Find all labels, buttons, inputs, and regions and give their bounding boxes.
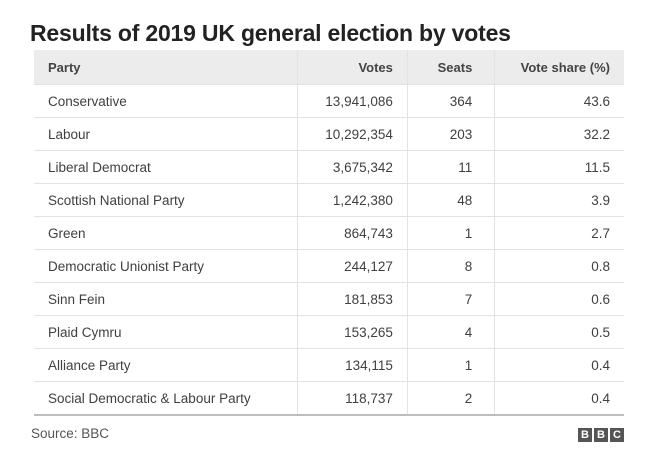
- table-row: Democratic Unionist Party 244,127 8 0.8: [34, 249, 624, 283]
- cell-seats: 2: [407, 381, 496, 416]
- cell-votes: 153,265: [297, 315, 408, 349]
- bbc-logo-letter: B: [578, 428, 592, 442]
- table-row: Plaid Cymru 153,265 4 0.5: [34, 315, 624, 349]
- table-row: Alliance Party 134,115 1 0.4: [34, 348, 624, 382]
- header-row: Party Votes Seats Vote share (%): [34, 50, 624, 85]
- bbc-logo-letter: C: [610, 428, 624, 442]
- cell-votes: 244,127: [297, 249, 408, 283]
- cell-votes: 181,853: [297, 282, 408, 316]
- cell-party: Plaid Cymru: [34, 315, 299, 349]
- cell-seats: 203: [407, 117, 496, 151]
- cell-seats: 8: [407, 249, 496, 283]
- bbc-logo: B B C: [578, 428, 624, 442]
- cell-votes: 10,292,354: [297, 117, 408, 151]
- cell-vote-share: 0.5: [494, 315, 624, 349]
- column-header-seats: Seats: [407, 50, 496, 85]
- cell-seats: 1: [407, 348, 496, 382]
- column-header-party: Party: [34, 50, 299, 85]
- results-table: Party Votes Seats Vote share (%) Conserv…: [34, 50, 624, 416]
- cell-seats: 4: [407, 315, 496, 349]
- cell-party: Democratic Unionist Party: [34, 249, 299, 283]
- cell-votes: 118,737: [297, 381, 408, 416]
- cell-party: Sinn Fein: [34, 282, 299, 316]
- table-row: Scottish National Party 1,242,380 48 3.9: [34, 183, 624, 217]
- table-body: Conservative 13,941,086 364 43.6 Labour 10,29…: [34, 84, 624, 416]
- cell-votes: 134,115: [297, 348, 408, 382]
- column-header-votes: Votes: [297, 50, 408, 85]
- table-row: Conservative 13,941,086 364 43.6: [34, 84, 624, 118]
- table-row: Social Democratic & Labour Party 118,737 2…: [34, 381, 624, 416]
- cell-seats: 364: [407, 84, 496, 118]
- cell-vote-share: 0.4: [494, 348, 624, 382]
- cell-party: Labour: [34, 117, 299, 151]
- cell-vote-share: 0.4: [494, 381, 624, 416]
- cell-seats: 48: [407, 183, 496, 217]
- cell-party: Social Democratic & Labour Party: [34, 381, 299, 416]
- cell-seats: 1: [407, 216, 496, 250]
- cell-vote-share: 32.2: [494, 117, 624, 151]
- table-row: Green 864,743 1 2.7: [34, 216, 624, 250]
- cell-vote-share: 3.9: [494, 183, 624, 217]
- cell-party: Green: [34, 216, 299, 250]
- cell-vote-share: 2.7: [494, 216, 624, 250]
- cell-vote-share: 0.8: [494, 249, 624, 283]
- table-row: Labour 10,292,354 203 32.2: [34, 117, 624, 151]
- cell-vote-share: 43.6: [494, 84, 624, 118]
- bbc-logo-letter: B: [594, 428, 608, 442]
- cell-votes: 864,743: [297, 216, 408, 250]
- table-row: Sinn Fein 181,853 7 0.6: [34, 282, 624, 316]
- cell-votes: 13,941,086: [297, 84, 408, 118]
- source-note: Source: BBC: [31, 426, 110, 441]
- cell-seats: 7: [407, 282, 496, 316]
- column-header-vote-share: Vote share (%): [494, 50, 624, 85]
- chart-title: Results of 2019 UK general election by v…: [30, 20, 511, 46]
- cell-seats: 11: [407, 150, 496, 184]
- cell-party: Scottish National Party: [34, 183, 299, 217]
- cell-vote-share: 0.6: [494, 282, 624, 316]
- cell-votes: 3,675,342: [297, 150, 408, 184]
- cell-vote-share: 11.5: [494, 150, 624, 184]
- table-row: Liberal Democrat 3,675,342 11 11.5: [34, 150, 624, 184]
- cell-party: Alliance Party: [34, 348, 299, 382]
- cell-votes: 1,242,380: [297, 183, 408, 217]
- cell-party: Liberal Democrat: [34, 150, 299, 184]
- cell-party: Conservative: [34, 84, 299, 118]
